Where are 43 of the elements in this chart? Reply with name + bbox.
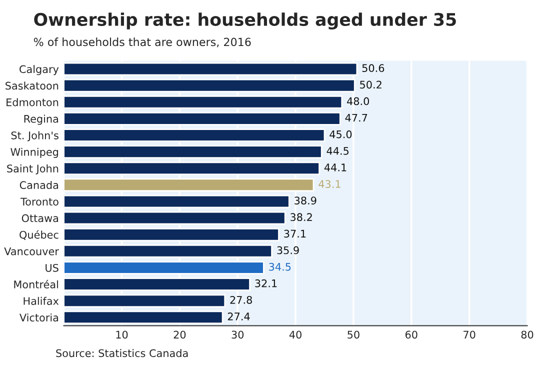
x-tick-label: 40 (289, 330, 302, 339)
x-tick-label: 80 (521, 330, 534, 339)
y-tick-label: Victoria (20, 313, 58, 322)
data-label: 27.8 (230, 296, 252, 304)
y-tick-label: Regina (24, 114, 58, 125)
y-tick-label: Vancouver (4, 248, 59, 256)
y-tick-label: US (46, 264, 58, 272)
data-label: 32.1 (255, 279, 277, 288)
data-label: 50.6 (362, 64, 384, 72)
chart-subtitle: % of households that are owners, 2016 (34, 38, 251, 48)
y-tick-label: Calgary (20, 65, 59, 76)
x-tick-label: 10 (116, 330, 128, 339)
y-tick-label: Canada (20, 180, 58, 190)
y-tick-label: Saint John (7, 164, 58, 174)
y-tick-label: Québec (20, 230, 58, 240)
chart-title: Ownership rate: households aged under 35 (34, 12, 456, 30)
data-label: 44.5 (326, 147, 349, 155)
data-label: 48.0 (347, 97, 370, 106)
data-label: 38.2 (290, 213, 312, 222)
y-tick-label: Saskatoon (6, 82, 58, 90)
data-label: 45.0 (330, 130, 352, 138)
y-tick-label: Edmonton (6, 98, 58, 106)
y-tick-label: St. John's (11, 131, 58, 142)
y-tick-label: Halifax (24, 296, 59, 305)
y-tick-label: Toronto (20, 198, 58, 206)
x-tick-label: 50 (348, 330, 360, 339)
data-label: 35.9 (277, 246, 299, 254)
data-label: 34.5 (269, 262, 291, 271)
x-tick-label: 60 (405, 330, 418, 339)
data-label: 27.4 (228, 312, 250, 320)
y-tick-label: Ottawa (22, 214, 58, 222)
data-label: 43.1 (318, 180, 340, 188)
data-label: 47.7 (345, 114, 368, 122)
source-note: Source: Statistics Canada (56, 349, 188, 358)
data-label: 38.9 (294, 196, 316, 204)
x-tick-label: 20 (174, 330, 186, 339)
y-tick-label: Winnipeg (10, 148, 58, 158)
x-tick-label: 70 (464, 330, 476, 339)
y-tick-label: Montréal (14, 280, 58, 288)
data-label: 50.2 (360, 80, 382, 89)
data-label: 44.1 (324, 164, 346, 172)
x-tick-label: 30 (232, 330, 244, 339)
data-label: 37.1 (284, 230, 306, 238)
